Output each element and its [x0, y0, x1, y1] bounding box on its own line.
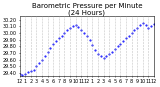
Title: Barometric Pressure per Minute
(24 Hours): Barometric Pressure per Minute (24 Hours…	[32, 3, 142, 16]
